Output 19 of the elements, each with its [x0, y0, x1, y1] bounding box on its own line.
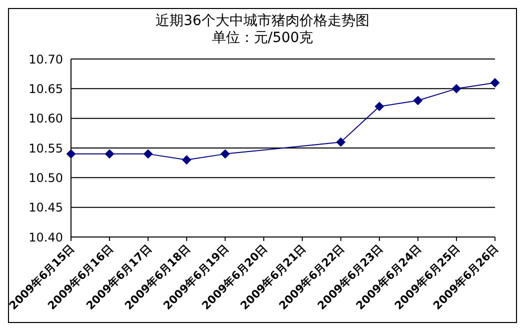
- point: [182, 155, 192, 164]
- point: [374, 102, 384, 111]
- y-tick-label: 10.50: [28, 170, 63, 185]
- chart-subtitle: 单位：元/500克: [210, 30, 314, 47]
- point: [452, 84, 461, 94]
- point: [336, 138, 346, 147]
- y-tick-label: 10.65: [28, 82, 63, 96]
- point: [66, 149, 76, 158]
- y-tick-label: 10.60: [28, 112, 63, 126]
- point: [105, 149, 114, 158]
- y-tick-label: 10.55: [28, 141, 63, 156]
- y-tick-label: 10.70: [28, 52, 63, 66]
- y-tick-label: 10.45: [28, 200, 63, 215]
- chart-title: 近期36个大中城市猪肉价格走势图: [154, 13, 370, 30]
- point: [144, 149, 153, 158]
- point: [490, 78, 500, 88]
- y-tick-label: 10.40: [28, 230, 63, 244]
- point: [413, 96, 422, 106]
- point: [220, 149, 230, 158]
